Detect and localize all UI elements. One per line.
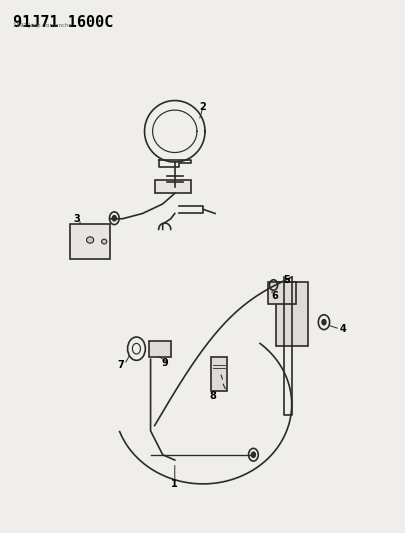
Text: 1992 Jeep Comanche: 1992 Jeep Comanche — [13, 22, 72, 28]
Ellipse shape — [101, 239, 107, 244]
Bar — [70, 224, 110, 259]
Circle shape — [251, 452, 255, 457]
Text: 2: 2 — [199, 102, 206, 112]
Circle shape — [112, 216, 116, 221]
Circle shape — [321, 319, 325, 325]
Text: 1: 1 — [171, 479, 178, 489]
Text: 3: 3 — [73, 214, 80, 224]
Bar — [154, 180, 190, 193]
Text: 9: 9 — [162, 358, 168, 368]
Text: 7: 7 — [117, 360, 124, 369]
Bar — [148, 341, 171, 357]
Ellipse shape — [86, 237, 94, 243]
Bar — [267, 282, 295, 304]
Bar — [211, 357, 227, 391]
Text: 8: 8 — [209, 391, 216, 401]
Text: 4: 4 — [339, 324, 346, 334]
Text: 5: 5 — [282, 274, 289, 285]
Text: 6: 6 — [271, 290, 277, 301]
Bar — [275, 282, 307, 346]
Text: 91J71 1600C: 91J71 1600C — [13, 14, 113, 30]
